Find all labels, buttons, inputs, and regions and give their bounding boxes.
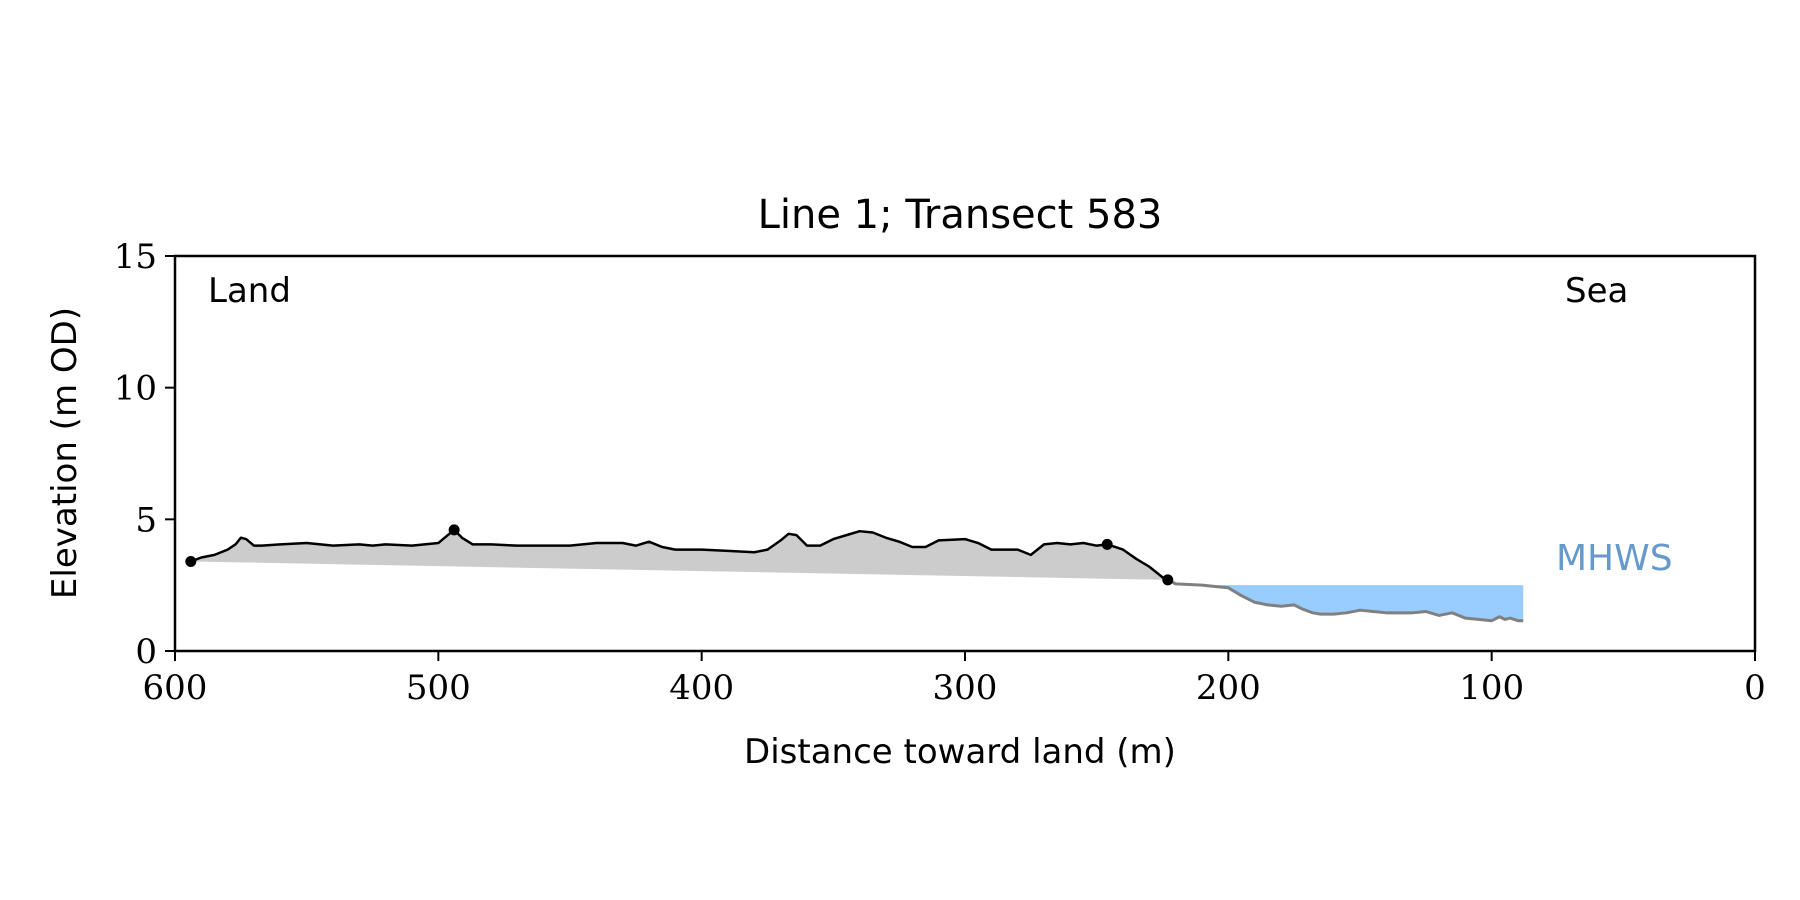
marker-layer [185, 524, 1174, 586]
profile-marker-1 [448, 524, 460, 536]
x-tick-label-0: 0 [1744, 668, 1766, 708]
y-tick-label-15: 15 [114, 237, 157, 277]
sea-annotation: Sea [1565, 271, 1628, 311]
x-tick-label-200: 200 [1196, 668, 1261, 708]
x-tick-label-100: 100 [1459, 668, 1524, 708]
x-tick-label-500: 500 [406, 668, 471, 708]
water-fill [1202, 585, 1524, 621]
x-axis-label: Distance toward land (m) [744, 732, 1176, 772]
fill-layer [190, 529, 1524, 621]
x-tick-label-300: 300 [933, 668, 998, 708]
land-annotation: Land [208, 271, 291, 311]
profile-marker-3 [1162, 574, 1174, 586]
y-tick-label-5: 5 [135, 500, 157, 540]
profile-marker-2 [1101, 538, 1113, 550]
chart-title: Line 1; Transect 583 [758, 192, 1163, 238]
line-layer [190, 528, 1524, 623]
y-tick-label-10: 10 [114, 369, 157, 409]
land-fill [190, 529, 1168, 580]
profile-marker-0 [185, 555, 197, 567]
x-axis: 600 500 400 300 200 100 0 [143, 651, 1766, 708]
y-axis-label: Elevation (m OD) [45, 307, 85, 599]
x-tick-label-400: 400 [669, 668, 734, 708]
sea-profile-line [1167, 578, 1524, 623]
x-tick-label-600: 600 [143, 668, 208, 708]
y-axis: 0 5 10 15 [114, 237, 175, 672]
y-tick-label-0: 0 [135, 632, 157, 672]
land-profile-line [190, 528, 1169, 582]
mhws-annotation: MHWS [1556, 538, 1673, 579]
